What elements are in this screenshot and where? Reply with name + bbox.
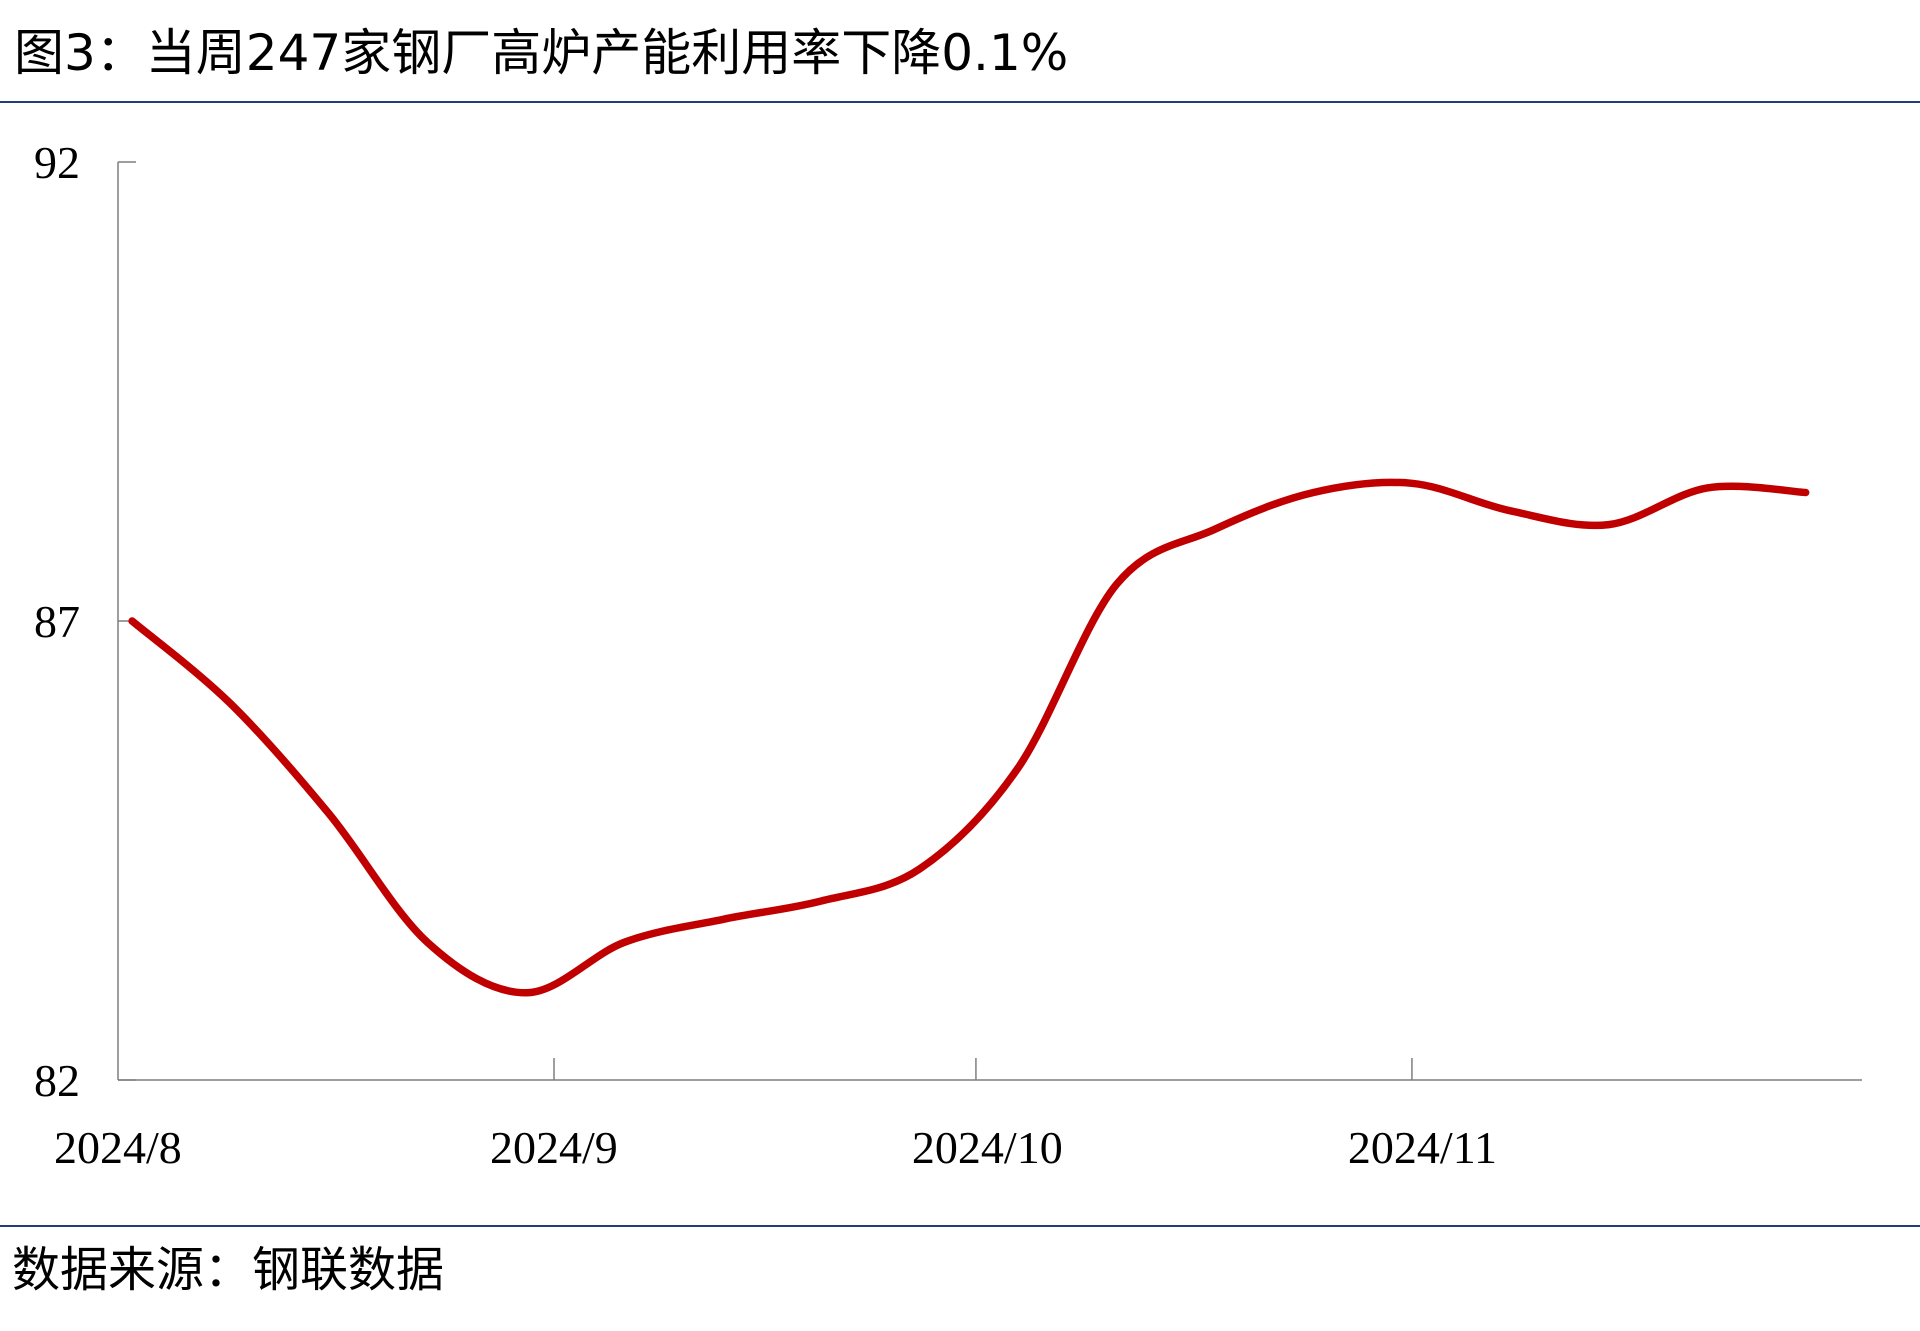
- chart-title: 图3：当周247家钢厂高炉产能利用率下降0.1%: [14, 24, 1069, 82]
- x-tick-label: 2024/8: [54, 1122, 182, 1173]
- data-source-note: 数据来源：钢联数据: [12, 1242, 445, 1298]
- series-line: [128, 478, 1810, 997]
- x-axis-ticks: 2024/8 2024/9 2024/10 2024/11: [54, 1058, 1497, 1173]
- chart-axes: [117, 162, 1862, 1081]
- y-tick-label: 87: [34, 596, 80, 647]
- y-axis-ticks: 82 87 92: [34, 137, 136, 1106]
- chart-series: [128, 478, 1810, 997]
- x-tick-label: 2024/9: [490, 1122, 618, 1173]
- y-tick-label: 82: [34, 1055, 80, 1106]
- y-tick-label: 92: [34, 137, 80, 188]
- source-divider: [0, 1225, 1920, 1227]
- line-chart: 82 87 92 2024/8 2024/9 2024/10 2024/11: [34, 137, 1862, 1173]
- title-divider: [0, 101, 1920, 103]
- x-tick-label: 2024/11: [1348, 1122, 1497, 1173]
- x-tick-label: 2024/10: [912, 1122, 1063, 1173]
